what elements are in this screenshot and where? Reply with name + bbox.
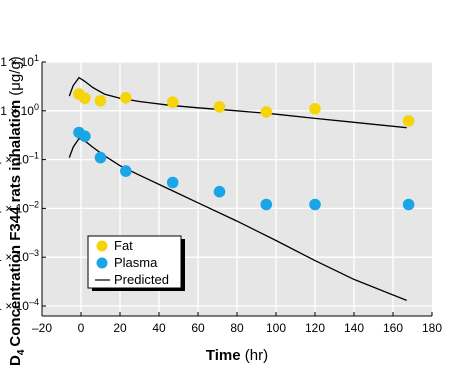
fat-point [120,92,132,104]
x-tick-label: 120 [305,321,325,335]
fat-point [213,101,226,113]
y-axis-title-prefix: D [7,355,24,366]
x-tick-label: 20 [113,321,127,335]
x-tick-label: 0 [78,321,85,335]
y-tick-label-base: 1 × 10 [0,104,34,118]
plasma-point [79,130,91,143]
x-tick-label: 160 [383,321,403,335]
plasma-point [120,165,132,177]
x-tick-label: 80 [230,321,244,335]
x-tick-label: 60 [191,321,205,335]
fat-point [166,96,179,108]
y-tick-label: 1 × 100 [0,102,39,118]
x-tick-label: 140 [344,321,364,335]
y-axis-title: D4 Concentration F344 rats inhalation (μg… [7,56,27,366]
y-tick-label-exponent: –1 [29,151,39,161]
x-axis-title-unit: (hr) [241,347,269,364]
y-tick-label: 1 × 101 [0,53,39,69]
x-tick-labels: –20 0 20 40 60 80 100 120 140 160 180 [32,321,442,335]
x-tick-label: –20 [32,321,52,335]
legend: Fat Plasma Predicted [87,235,185,291]
fat-point [309,103,321,115]
plasma-point [213,185,226,198]
y-tick-label-base: 1 × 10 [0,201,29,215]
fat-point [260,106,273,118]
y-tick-label-exponent: –2 [29,199,39,209]
plasma-point [260,198,273,211]
plasma-point [402,198,415,211]
y-tick-label: 1 × 10–2 [0,199,39,215]
legend-plasma-label: Plasma [114,255,158,270]
y-tick-label: 1 × 10–1 [0,151,39,167]
y-axis-title-unit: (μg/g) [7,56,24,100]
y-tick-label: 1 × 10–3 [0,248,39,264]
y-tick-label-base: 1 × 10 [0,153,29,167]
plasma-point [166,176,179,189]
data-points [73,88,415,211]
legend-fat-marker [96,240,108,252]
x-tick-label: 40 [152,321,166,335]
y-tick-label-exponent: –3 [29,248,39,258]
axes [41,61,433,317]
y-tick-label-base: 1 × 10 [0,250,29,264]
y-tick-label-exponent: 1 [34,53,39,63]
x-axis-title: Time (hr) [206,347,268,364]
predicted-line-fat [68,76,407,129]
y-tick-label-base: 1 × 10 [0,299,29,313]
legend-fat-label: Fat [114,238,133,253]
plasma-point [309,198,321,211]
fat-point [79,92,91,105]
x-tick-label: 100 [266,321,286,335]
plasma-point [94,151,107,164]
legend-predicted-label: Predicted [114,272,169,287]
y-tick-label-base: 1 × 10 [0,55,34,69]
legend-plasma-marker [96,257,108,269]
fat-point [402,115,415,127]
y-axis-title-main: Concentration F344 rats inhalation [7,100,24,347]
fat-point [94,95,107,107]
x-axis-title-main: Time [206,347,241,364]
y-tick-label-exponent: 0 [34,102,39,112]
y-tick-label: 1 × 10–4 [0,297,39,313]
x-tick-label: 180 [422,321,442,335]
y-axis-title-sub: 4 [16,349,27,355]
y-tick-label-exponent: –4 [29,297,39,307]
